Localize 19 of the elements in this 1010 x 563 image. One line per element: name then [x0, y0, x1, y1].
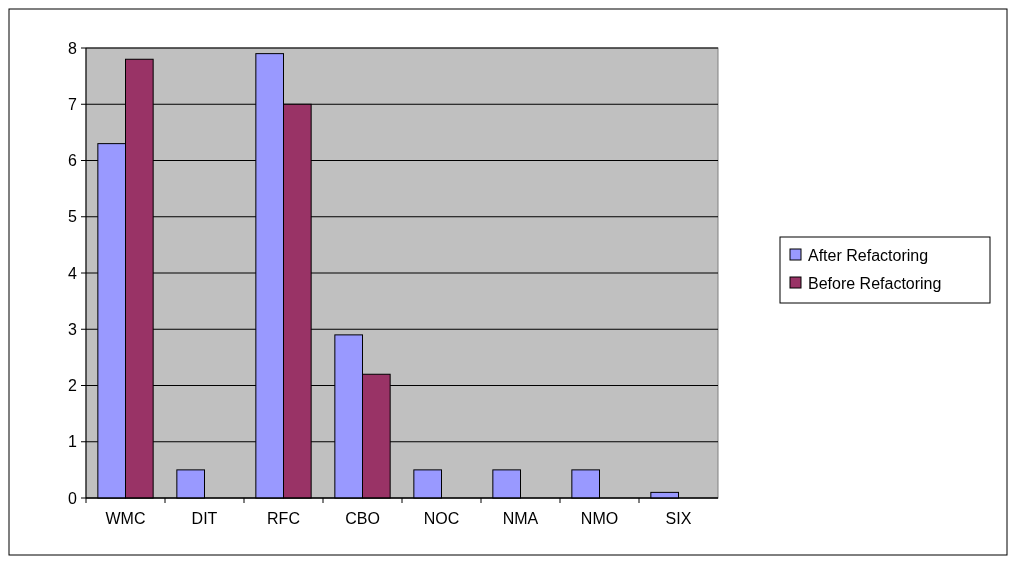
- x-tick-label: DIT: [191, 510, 218, 527]
- y-tick-label: 4: [68, 264, 78, 282]
- x-tick-label: NMO: [580, 510, 619, 527]
- y-tick-label: 6: [68, 152, 78, 170]
- y-tick-label: 0: [68, 489, 78, 507]
- x-tick-label: NMA: [502, 510, 539, 527]
- y-tick-label: 3: [68, 320, 78, 338]
- y-tick-label: 5: [68, 208, 78, 226]
- legend-label: Before Refactoring: [808, 274, 942, 292]
- x-tick-label: CBO: [345, 510, 380, 527]
- y-tick-label: 8: [68, 39, 78, 57]
- x-tick-label: NOC: [423, 510, 460, 527]
- y-tick-label: 1: [68, 433, 78, 451]
- y-tick-label: 2: [68, 377, 78, 395]
- y-tick-label: 7: [68, 95, 78, 113]
- x-tick-label: SIX: [665, 510, 692, 527]
- x-tick-label: RFC: [267, 510, 300, 527]
- x-tick-label: WMC: [105, 510, 146, 527]
- legend-label: After Refactoring: [808, 246, 929, 264]
